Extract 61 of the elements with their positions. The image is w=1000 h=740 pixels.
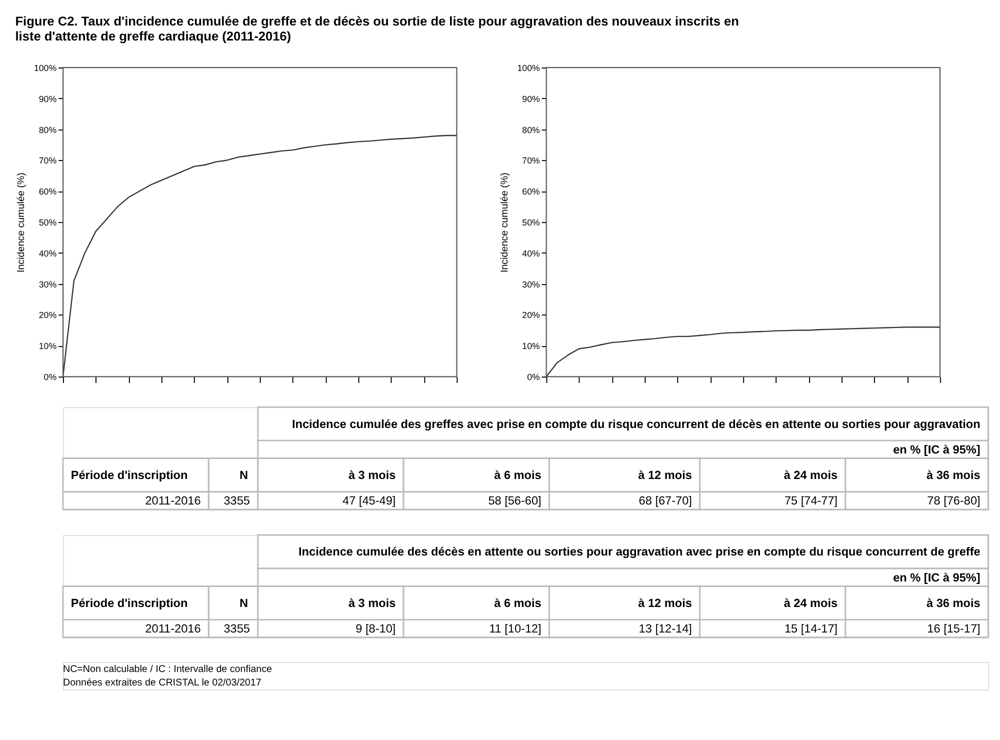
text: 47 [45-49] <box>342 494 396 508</box>
y-tick-label: 30% <box>522 279 540 290</box>
y-tick-label: 90% <box>522 94 540 104</box>
y-tick-label: 60% <box>522 186 540 197</box>
text: en % [IC à 95%] <box>893 570 980 584</box>
y-tick-label: 80% <box>38 124 57 135</box>
text: à 24 mois <box>784 468 838 482</box>
text: Incidence cumulée des greffes avec prise en compte du risque concurrent de décès en attente ou sorties pour aggravation <box>292 416 980 431</box>
y-tick-label: 20% <box>38 310 57 320</box>
text: 75 [74-77] <box>784 494 838 508</box>
y-tick-label: 20% <box>522 310 540 320</box>
y-tick-label: 40% <box>522 248 540 258</box>
text: Période d'inscription <box>70 596 188 610</box>
y-axis-title: Incidence cumulée (%) <box>16 172 28 273</box>
y-tick-label: 70% <box>522 156 540 166</box>
text: à 6 mois <box>494 468 542 482</box>
text: à 36 mois <box>926 596 981 610</box>
text: à 12 mois <box>638 596 692 610</box>
y-tick-label: 40% <box>38 248 57 258</box>
y-axis-title: Incidence cumulée (%) <box>499 172 510 273</box>
y-tick-label: 100% <box>34 62 57 73</box>
text: en % [IC à 95%] <box>893 442 980 456</box>
text: 2011-2016 <box>145 494 202 508</box>
text: à 24 mois <box>784 596 838 610</box>
text: 9 [8-10] <box>356 621 396 636</box>
chart-title: Figure C2. Taux d'incidence cumulée de greffe et de décès ou sortie de liste pour aggravation des nouveaux inscrits en liste d'attente de greffe cardiaque (2011-2016) <box>15 14 740 44</box>
y-tick-label: 50% <box>38 218 57 228</box>
y-tick-label: 0% <box>44 372 57 382</box>
text: 16 [15-17] <box>927 621 980 636</box>
y-tick-label: 70% <box>38 156 57 166</box>
text: à 6 mois <box>494 596 542 610</box>
text: 13 [12-14] <box>638 621 692 636</box>
y-tick-label: 0% <box>527 372 540 382</box>
y-tick-label: 10% <box>38 341 57 352</box>
line-series <box>62 134 458 378</box>
text: N <box>240 596 248 610</box>
text: 11 [10-12] <box>489 621 542 636</box>
text: NC=Non calculable / IC : Intervalle de confiance <box>62 664 272 675</box>
text: Incidence cumulée des décès en attente ou sorties pour aggravation avec prise en compte du risque concurrent de greffe <box>298 544 981 559</box>
text: à 3 mois <box>348 468 396 482</box>
text: Période d'inscription <box>70 468 188 482</box>
text: 68 [67-70] <box>638 494 692 508</box>
text: à 12 mois <box>638 468 692 482</box>
text: à 36 mois <box>926 468 981 482</box>
text: 3355 <box>224 494 250 508</box>
y-tick-label: 60% <box>38 186 57 197</box>
text: 15 [14-17] <box>784 621 838 636</box>
line-series <box>546 326 941 378</box>
y-tick-label: 80% <box>522 124 540 135</box>
text: 78 [76-80] <box>927 494 980 508</box>
y-tick-label: 30% <box>38 279 57 290</box>
text: 2011-2016 <box>145 621 202 636</box>
text: à 3 mois <box>348 596 396 610</box>
text: N <box>240 468 248 482</box>
y-tick-label: 10% <box>522 341 540 352</box>
text: Données extraites de CRISTAL le 02/03/2017 <box>62 678 262 689</box>
y-tick-label: 100% <box>517 62 540 73</box>
text: 3355 <box>224 621 250 636</box>
y-tick-label: 90% <box>38 94 57 104</box>
text: 58 [56-60] <box>488 494 542 508</box>
y-tick-label: 50% <box>522 218 540 228</box>
